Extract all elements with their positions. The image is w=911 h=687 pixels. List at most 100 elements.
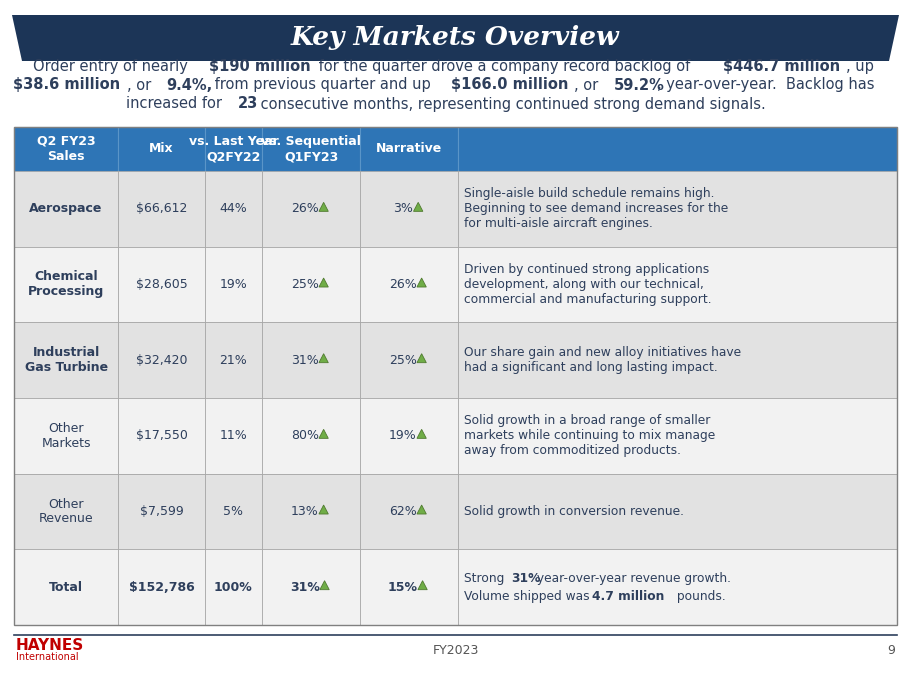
Text: Solid growth in conversion revenue.: Solid growth in conversion revenue. <box>464 505 684 518</box>
Bar <box>118 127 205 171</box>
Text: 11%: 11% <box>220 429 247 442</box>
Text: Order entry of nearly: Order entry of nearly <box>33 58 192 74</box>
Text: 25%: 25% <box>389 354 416 367</box>
Bar <box>262 127 360 171</box>
Bar <box>458 322 897 398</box>
Polygon shape <box>320 581 329 589</box>
Bar <box>262 398 360 473</box>
Text: pounds.: pounds. <box>672 589 725 602</box>
Bar <box>458 127 897 171</box>
Text: 15%: 15% <box>388 581 417 594</box>
Bar <box>118 398 205 473</box>
Bar <box>205 322 262 398</box>
Bar <box>118 473 205 550</box>
Text: consecutive months, representing continued strong demand signals.: consecutive months, representing continu… <box>256 96 765 111</box>
Bar <box>14 247 118 322</box>
Text: year-over-year revenue growth.: year-over-year revenue growth. <box>533 572 732 585</box>
Text: Q2 FY23
Sales: Q2 FY23 Sales <box>36 135 96 163</box>
Text: 62%: 62% <box>389 505 416 518</box>
Text: Mix: Mix <box>149 142 174 155</box>
Text: 21%: 21% <box>220 354 247 367</box>
Text: $17,550: $17,550 <box>136 429 188 442</box>
Polygon shape <box>417 429 426 438</box>
Bar <box>205 247 262 322</box>
Text: Solid growth in a broad range of smaller
markets while continuing to mix manage
: Solid growth in a broad range of smaller… <box>464 414 715 458</box>
Bar <box>262 550 360 625</box>
Text: 80%: 80% <box>291 429 319 442</box>
Text: Volume shipped was: Volume shipped was <box>464 589 594 602</box>
Text: 59.2%: 59.2% <box>614 78 665 93</box>
Bar <box>458 550 897 625</box>
Bar <box>205 171 262 247</box>
Bar <box>205 550 262 625</box>
Text: FY2023: FY2023 <box>433 644 478 657</box>
Bar <box>360 550 458 625</box>
Text: 5%: 5% <box>223 505 243 518</box>
Bar <box>205 127 262 171</box>
Text: $166.0 million: $166.0 million <box>451 78 568 93</box>
Bar <box>262 322 360 398</box>
Text: , or: , or <box>574 78 602 93</box>
Text: $190 million: $190 million <box>210 58 311 74</box>
Text: Driven by continued strong applications
development, along with our technical,
c: Driven by continued strong applications … <box>464 263 711 306</box>
Text: 3%: 3% <box>393 203 413 215</box>
Text: 9.4%,: 9.4%, <box>167 78 213 93</box>
Bar <box>262 247 360 322</box>
Polygon shape <box>319 354 328 363</box>
Text: vs. Sequential
Q1FY23: vs. Sequential Q1FY23 <box>261 135 361 163</box>
Text: , up: , up <box>846 58 874 74</box>
Bar <box>14 127 897 625</box>
Polygon shape <box>12 15 899 61</box>
Polygon shape <box>319 429 328 438</box>
Text: $66,612: $66,612 <box>136 203 187 215</box>
Text: 25%: 25% <box>291 278 319 291</box>
Text: 26%: 26% <box>291 203 319 215</box>
Polygon shape <box>418 581 427 589</box>
Polygon shape <box>319 203 328 212</box>
Text: 4.7 million: 4.7 million <box>592 589 664 602</box>
Text: 100%: 100% <box>214 581 252 594</box>
Text: Single-aisle build schedule remains high.
Beginning to see demand increases for : Single-aisle build schedule remains high… <box>464 188 729 230</box>
Bar <box>205 473 262 550</box>
Bar <box>360 398 458 473</box>
Bar <box>262 171 360 247</box>
Bar <box>118 247 205 322</box>
Text: from previous quarter and up: from previous quarter and up <box>210 78 435 93</box>
Bar <box>14 127 118 171</box>
Text: 23: 23 <box>238 96 259 111</box>
Text: vs. Last Year
Q2FY22: vs. Last Year Q2FY22 <box>189 135 278 163</box>
Bar <box>118 322 205 398</box>
Text: 31%: 31% <box>511 572 540 585</box>
Bar <box>262 473 360 550</box>
Bar <box>205 398 262 473</box>
Text: $28,605: $28,605 <box>136 278 188 291</box>
Bar <box>360 247 458 322</box>
Bar <box>458 398 897 473</box>
Text: $7,599: $7,599 <box>139 505 183 518</box>
Bar <box>14 398 118 473</box>
Text: Total: Total <box>49 581 83 594</box>
Text: , year-over-year.  Backlog has: , year-over-year. Backlog has <box>658 78 875 93</box>
Text: increased for: increased for <box>126 96 227 111</box>
Polygon shape <box>417 354 426 363</box>
Text: 31%: 31% <box>290 581 320 594</box>
Text: , or: , or <box>127 78 156 93</box>
Polygon shape <box>319 505 328 514</box>
Text: Other
Markets: Other Markets <box>41 422 91 450</box>
Text: $38.6 million: $38.6 million <box>13 78 120 93</box>
Text: Our share gain and new alloy initiatives have
had a significant and long lasting: Our share gain and new alloy initiatives… <box>464 346 742 374</box>
Bar <box>458 473 897 550</box>
Text: 31%: 31% <box>291 354 319 367</box>
Bar <box>360 322 458 398</box>
Text: $32,420: $32,420 <box>136 354 188 367</box>
Text: 13%: 13% <box>291 505 319 518</box>
Bar <box>14 171 118 247</box>
Bar <box>458 247 897 322</box>
Text: 19%: 19% <box>220 278 247 291</box>
Text: for the quarter drove a company record backlog of: for the quarter drove a company record b… <box>314 58 695 74</box>
Bar <box>360 127 458 171</box>
Text: Strong: Strong <box>464 572 508 585</box>
Bar <box>118 171 205 247</box>
Bar <box>14 550 118 625</box>
Polygon shape <box>319 278 328 287</box>
